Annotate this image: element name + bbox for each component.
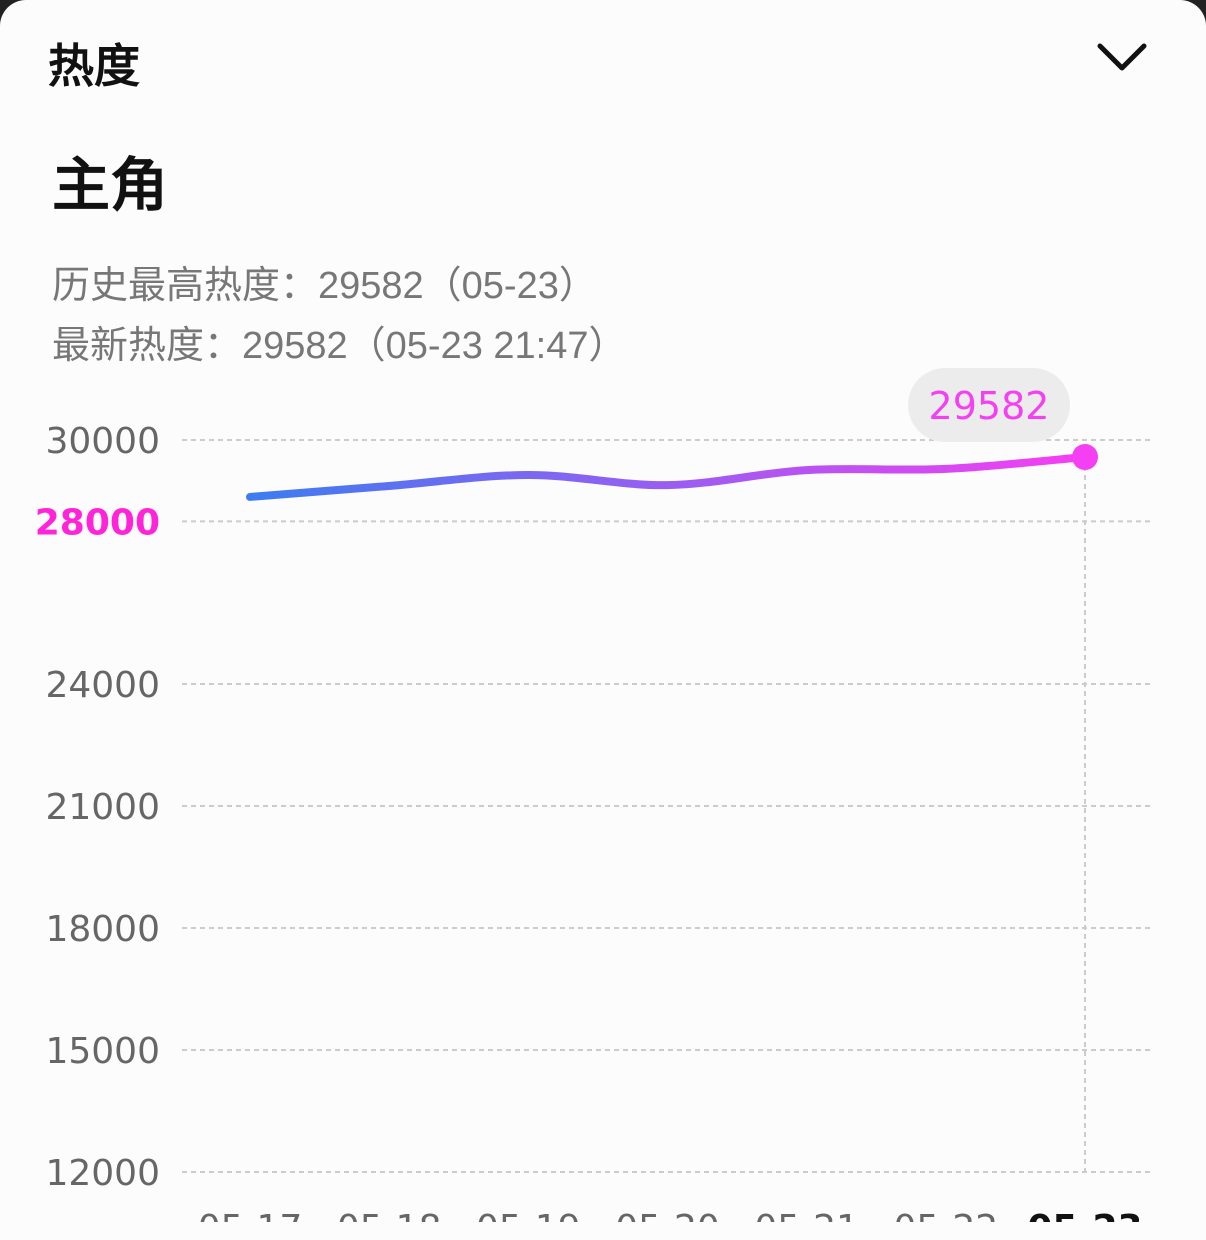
y-tick-label: 24000 <box>45 665 160 706</box>
x-tick-label: 05-18 <box>337 1208 442 1222</box>
x-tick-label: 05-21 <box>754 1208 859 1222</box>
tooltip <box>908 368 1070 442</box>
y-tick-label: 28000 <box>35 502 160 543</box>
x-tick-label: 05-19 <box>476 1208 581 1222</box>
x-tick-label: 05-17 <box>198 1208 303 1222</box>
history-high: 历史最高热度：29582（05-23） <box>52 265 597 307</box>
y-tick-label: 12000 <box>45 1153 160 1194</box>
collapse-toggle[interactable] <box>1096 40 1148 74</box>
x-tick-label: 05-22 <box>894 1208 999 1222</box>
y-tick-label: 18000 <box>45 909 160 950</box>
latest: 最新热度：29582（05-23 21:47） <box>52 325 627 367</box>
line <box>246 452 1089 501</box>
y-tick-label: 21000 <box>45 787 160 828</box>
role-name: 主角 <box>52 153 169 218</box>
x-tick-label: 05-23 <box>1027 1208 1142 1222</box>
section-title: 热度 <box>48 40 140 92</box>
point <box>1072 443 1098 470</box>
y-tick-label: 30000 <box>45 421 160 462</box>
y-tick-label: 15000 <box>45 1031 160 1072</box>
tooltip-value: 29582 <box>929 384 1050 428</box>
x-tick-label: 05-20 <box>615 1208 720 1222</box>
